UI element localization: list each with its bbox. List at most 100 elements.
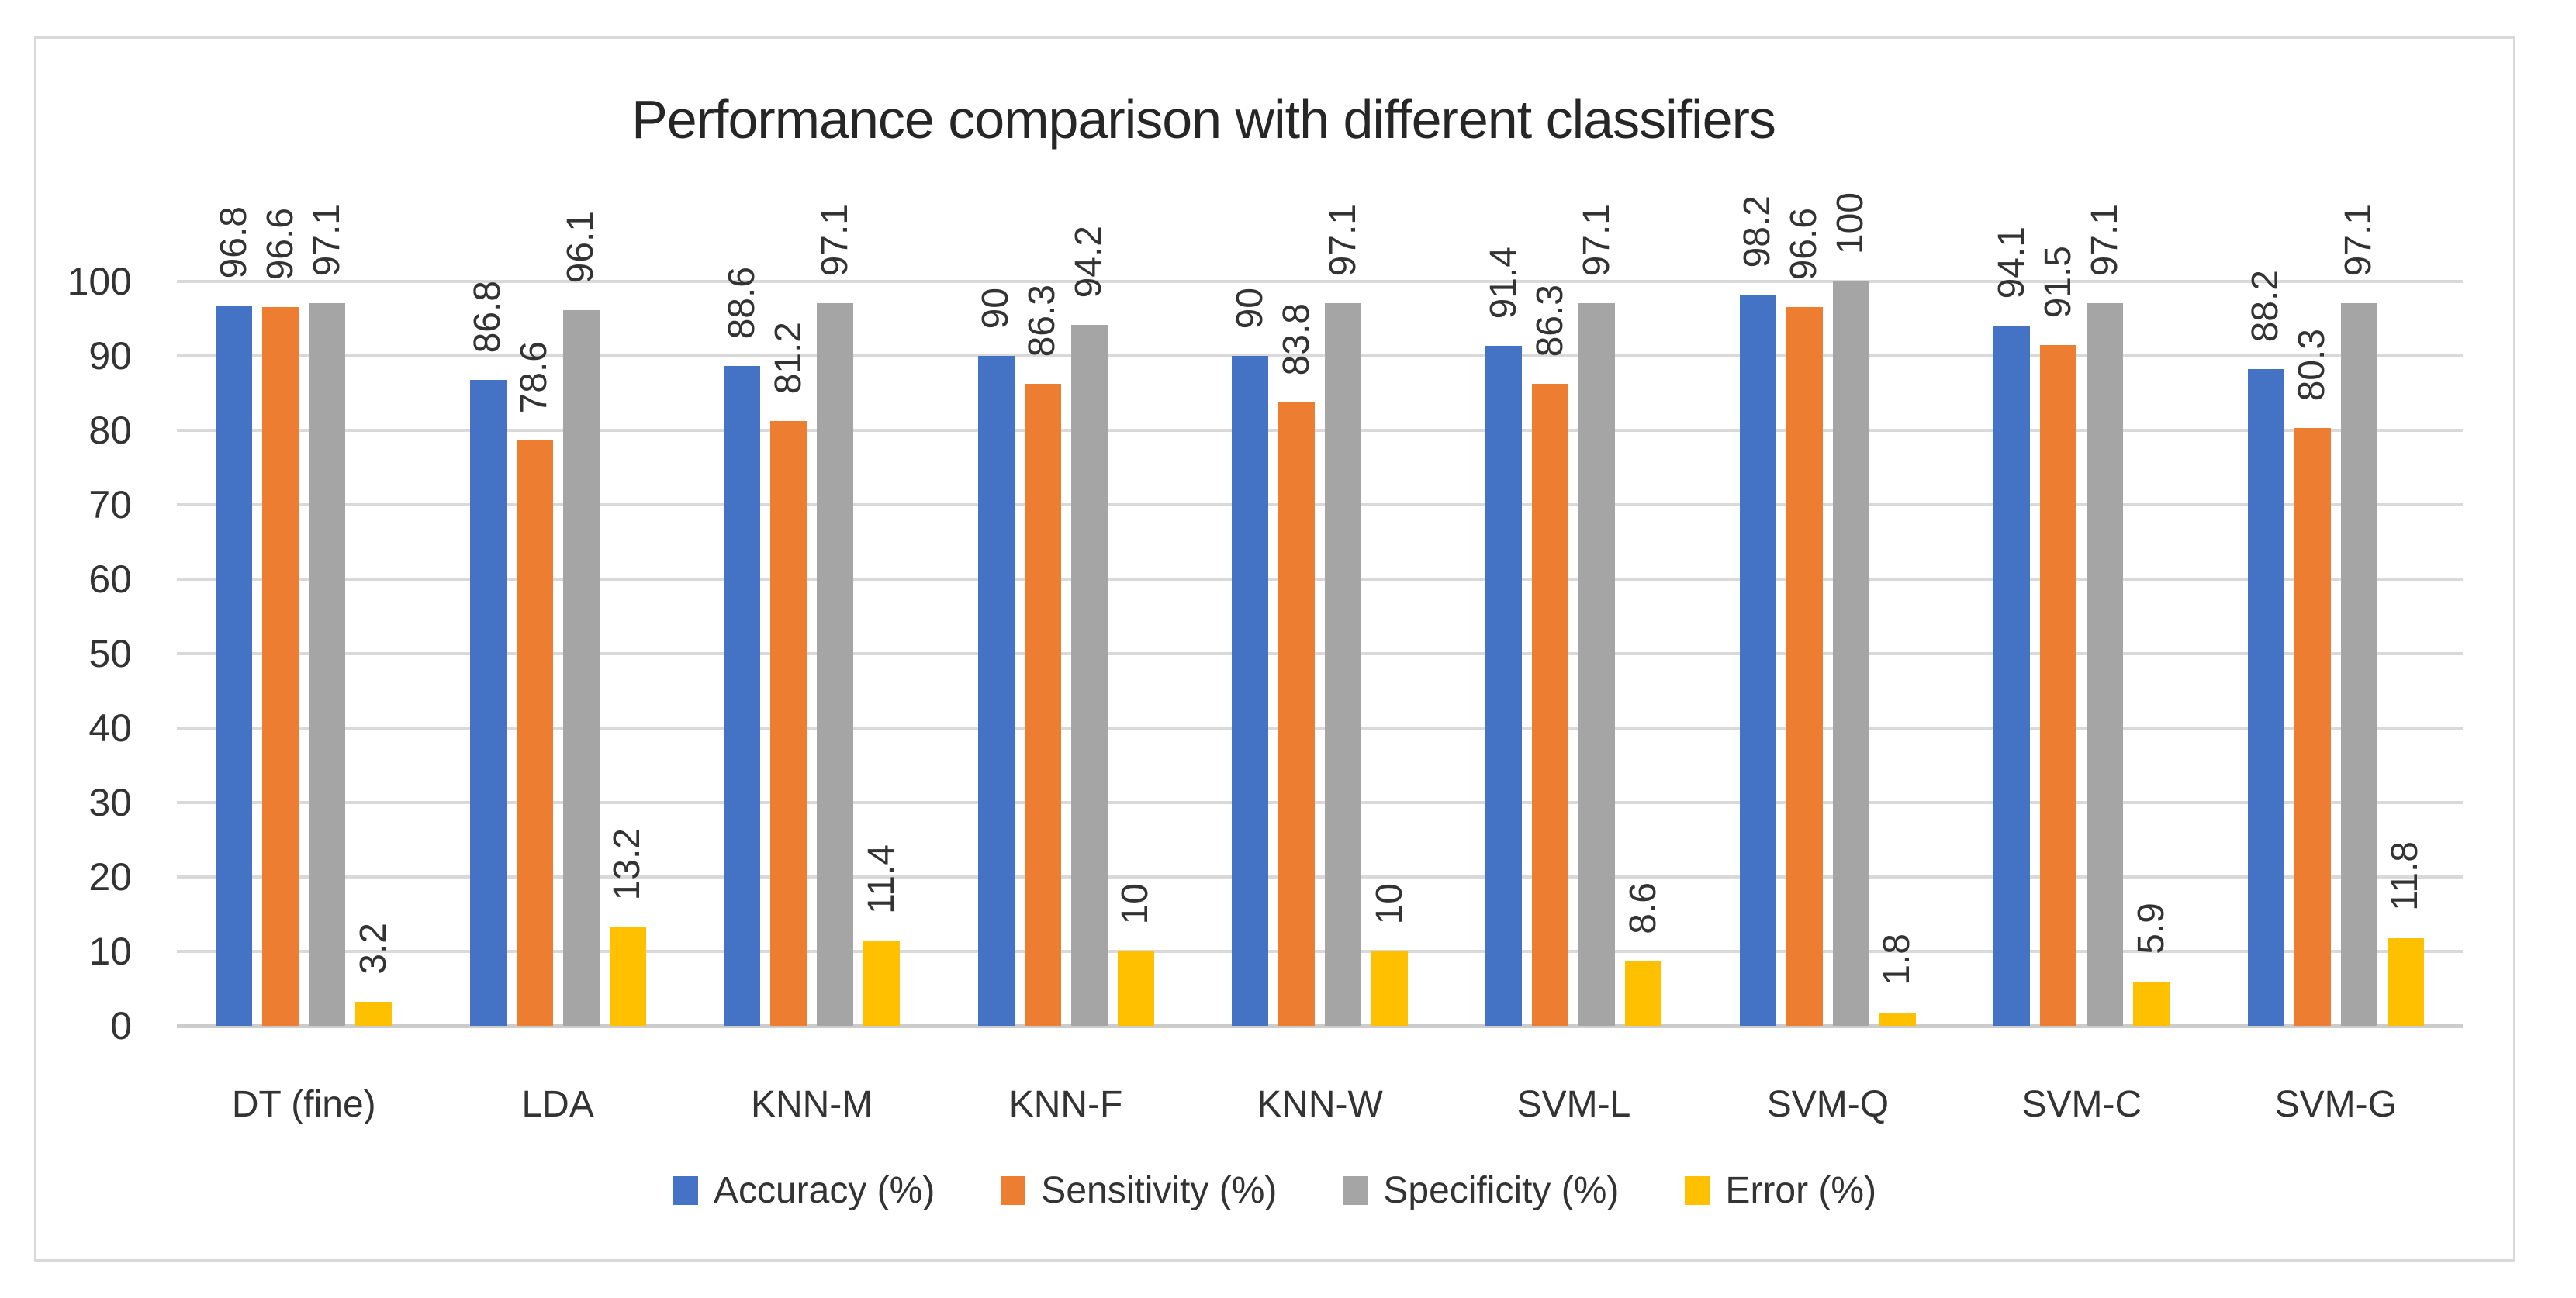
bar-sensitivity [1786,307,1823,1026]
category-label: LDA [521,1084,594,1125]
bar-accuracy [2247,369,2284,1026]
data-label: 81.2 [767,321,809,394]
gridline [177,875,2463,879]
data-label: 11.8 [2384,841,2426,911]
legend-item: Error (%) [1685,1169,1876,1212]
category-label: KNN-M [750,1084,873,1125]
gridline [177,801,2463,804]
legend-label: Accuracy (%) [713,1169,935,1211]
bar-sensitivity [1278,402,1315,1026]
y-axis-tick-label: 50 [88,632,132,675]
data-label: 98.2 [1737,195,1779,268]
bar-error [1625,961,1662,1026]
y-axis-tick-label: 100 [67,260,132,303]
category-label: SVM-G [2274,1084,2397,1125]
category-label: SVM-Q [1766,1084,1890,1125]
bar-accuracy [724,366,761,1026]
gridline [177,354,2463,357]
bar-specificity [1832,281,1869,1026]
gridline [177,652,2463,655]
data-label: 86.3 [1022,284,1063,357]
y-axis-tick-label: 40 [88,706,132,750]
data-label: 10 [1115,882,1157,924]
bar-specificity [309,303,346,1026]
bar-error [2133,982,2170,1026]
data-label: 97.1 [814,203,856,276]
data-label: 97.1 [2083,203,2125,276]
data-label: 5.9 [2130,903,2172,955]
bar-specificity [562,310,600,1026]
bar-error [2387,938,2424,1026]
chart-frame: Performance comparison with different cl… [34,36,2515,1262]
bar-error [863,941,901,1026]
bar-specificity [1578,303,1616,1026]
gridline [177,578,2463,581]
data-label: 78.6 [513,340,555,413]
data-label: 97.1 [1575,203,1617,276]
bar-sensitivity [2294,428,2331,1026]
bar-specificity [2087,303,2124,1026]
gridline [177,950,2463,953]
y-axis-tick-label: 20 [88,855,132,899]
category-label: KNN-W [1257,1084,1383,1125]
x-axis-line [177,1024,2463,1028]
legend-label: Error (%) [1725,1169,1877,1211]
y-axis-tick-label: 80 [88,409,132,452]
bar-error [1117,951,1154,1026]
category-label: KNN-F [1008,1084,1123,1125]
bar-accuracy [469,380,507,1026]
data-label: 90 [1229,287,1271,329]
data-label: 97.1 [1322,203,1364,276]
gridline [177,503,2463,506]
bar-accuracy [977,356,1015,1026]
bar-sensitivity [1024,384,1061,1026]
data-label: 1.8 [1876,934,1918,986]
category-label: SVM-C [2021,1084,2142,1125]
bar-error [355,1002,392,1026]
y-axis-tick-label: 0 [110,1004,132,1048]
data-label: 80.3 [2291,328,2333,401]
bar-accuracy [1232,356,1268,1026]
data-label: 88.6 [721,266,762,339]
data-label: 94.1 [1990,226,2032,299]
legend-item: Specificity (%) [1343,1169,1619,1212]
bar-error [609,927,646,1026]
bar-accuracy [1485,346,1523,1026]
data-label: 83.8 [1275,302,1317,375]
data-label: 90 [975,287,1017,329]
legend-item: Sensitivity (%) [1001,1169,1277,1212]
legend-label: Specificity (%) [1383,1169,1620,1211]
y-axis-tick-label: 10 [88,930,132,973]
legend-swatch [1343,1175,1368,1205]
chart-title: Performance comparison with different cl… [631,89,1776,150]
legend-swatch [1685,1175,1710,1205]
data-label: 91.5 [2037,245,2079,318]
bar-specificity [817,303,854,1026]
data-label: 11.4 [860,844,902,914]
data-label: 100 [1830,192,1872,254]
bar-error [1879,1013,1916,1026]
data-label: 96.1 [560,210,602,283]
bar-sensitivity [262,307,299,1026]
data-label: 97.1 [306,203,348,276]
data-label: 91.4 [1482,246,1524,319]
legend-item: Accuracy (%) [673,1169,935,1212]
data-label: 86.3 [1529,284,1571,357]
bar-error [1371,951,1408,1026]
y-axis-tick-label: 90 [88,334,132,378]
data-label: 97.1 [2338,203,2380,276]
legend-swatch [673,1175,698,1205]
data-label: 88.2 [2245,269,2287,342]
legend: Accuracy (%) Sensitivity (%) Specificity (… [36,1162,2513,1219]
data-label: 96.6 [259,207,301,280]
data-label: 96.8 [213,205,254,278]
bar-sensitivity [516,440,553,1026]
gridline [177,727,2463,730]
bar-sensitivity [770,421,807,1026]
bar-specificity [1070,325,1108,1026]
bar-sensitivity [2040,345,2077,1026]
data-label: 13.2 [607,827,648,900]
gridline [177,429,2463,432]
gridline [177,280,2463,283]
